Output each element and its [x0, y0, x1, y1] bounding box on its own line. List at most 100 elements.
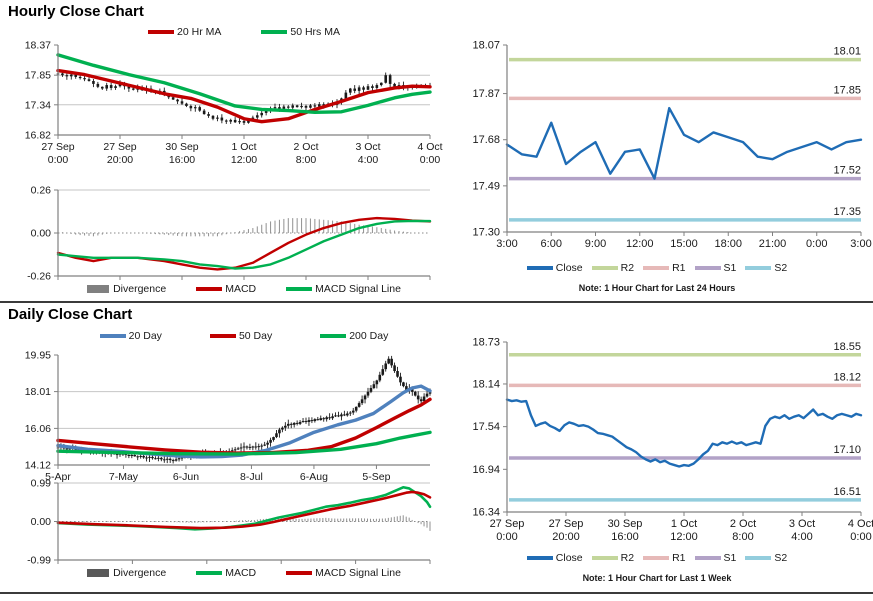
x-tick-label: 0:00 — [496, 531, 517, 543]
legend-item-r2: R2 — [591, 552, 635, 564]
legend-item-200-day: 200 Day — [320, 330, 388, 342]
x-tick-label: 8:00 — [296, 154, 317, 166]
legend-item-r1: R1 — [643, 552, 686, 564]
y-tick-label: 0.99 — [31, 478, 52, 490]
legend-label: MACD Signal Line — [315, 283, 401, 295]
legend-label: R1 — [672, 262, 686, 274]
weekly-pivot-legend: Close R2 R1 S1 S2 — [477, 551, 837, 565]
legend-swatch-macd — [196, 571, 223, 575]
x-tick-label: 1 Oct — [231, 141, 256, 153]
x-tick-label: 12:00 — [626, 238, 654, 250]
x-tick-label: 3:00 — [850, 238, 871, 250]
x-tick-label: 2 Oct — [293, 141, 318, 153]
legend-item-r2: R2 — [591, 262, 635, 274]
x-tick-label: 16:00 — [169, 154, 195, 166]
candles-group — [56, 70, 432, 125]
legend-item-50-day: 50 Day — [209, 330, 273, 342]
x-tick-label: 4:00 — [358, 154, 379, 166]
legend-swatch-divergence — [87, 285, 110, 293]
x-tick-label: 0:00 — [850, 531, 871, 543]
legend-swatch-s2 — [745, 556, 772, 560]
macd-signal-line-line — [56, 490, 432, 530]
daily-price-chart: 19.95 18.01 16.06 14.125-Apr 7-May 6-Jun 8-Jul… — [25, 350, 432, 483]
x-tick-label: 8:00 — [732, 531, 753, 543]
y-tick-label: 17.34 — [25, 99, 51, 111]
legend-swatch-20-day — [99, 334, 126, 338]
legend-item-close: Close — [526, 552, 583, 564]
legend-swatch-macd — [196, 287, 223, 291]
y-tick-label: 18.07 — [472, 40, 500, 52]
hourly-macd-chart: 0.26 0.00 -0.26 — [27, 185, 432, 283]
pivot-value-r1: 17.85 — [833, 84, 861, 96]
legend-item-s2: S2 — [745, 262, 787, 274]
legend-item-s1: S1 — [694, 552, 737, 564]
x-tick-label: 0:00 — [806, 238, 827, 250]
x-tick-label: 6:00 — [541, 238, 562, 250]
hourly-pivot-note: Note: 1 Hour Chart for Last 24 Hours — [578, 283, 736, 293]
legend-swatch-r1 — [643, 556, 670, 560]
y-tick-label: 16.06 — [25, 423, 51, 435]
legend-label: R1 — [672, 552, 686, 564]
y-tick-label: 17.87 — [472, 88, 500, 100]
x-tick-label: 1 Oct — [671, 518, 697, 530]
y-tick-label: 0.00 — [31, 228, 52, 240]
legend-label: Close — [555, 552, 583, 564]
legend-swatch-close — [526, 266, 553, 270]
legend-label: S1 — [723, 552, 737, 564]
x-tick-label: 8-Jul — [240, 471, 263, 483]
x-tick-label: 27 Sep — [41, 141, 74, 153]
y-tick-label: 16.82 — [25, 130, 51, 142]
legend-item-macd: MACD — [196, 567, 256, 579]
pivot-value-s2: 17.35 — [833, 206, 861, 218]
legend-item-20-day: 20 Day — [99, 330, 162, 342]
legend-swatch-r2 — [591, 556, 618, 560]
legend-item-50-hrs-ma: 50 Hrs MA — [261, 26, 340, 38]
x-tick-label: 4 Oct — [848, 518, 873, 530]
legend-swatch-s2 — [745, 266, 772, 270]
y-tick-label: -0.26 — [27, 271, 51, 283]
x-tick-label: 3 Oct — [355, 141, 380, 153]
y-tick-label: 18.01 — [25, 386, 51, 398]
legend-swatch-divergence — [87, 569, 110, 577]
y-tick-label: 17.68 — [472, 134, 500, 146]
x-tick-label: 27 Sep — [103, 141, 136, 153]
legend-label: Divergence — [113, 567, 167, 579]
legend-label: 20 Hr MA — [177, 26, 222, 38]
y-tick-label: 0.00 — [31, 516, 52, 528]
y-tick-label: 18.14 — [472, 378, 500, 390]
weekly-pivot-note: Note: 1 Hour Chart for Last 1 Week — [582, 573, 732, 583]
legend-label: 20 Day — [128, 330, 162, 342]
legend-label: 200 Day — [349, 330, 389, 342]
x-tick-label: 16:00 — [611, 531, 639, 543]
legend-item-s1: S1 — [694, 262, 736, 274]
x-tick-label: 12:00 — [231, 154, 257, 166]
y-tick-label: 18.73 — [472, 337, 500, 349]
divergence-bars — [57, 218, 409, 237]
legend-item-divergence: Divergence — [87, 283, 166, 295]
x-tick-label: 30 Sep — [165, 141, 198, 153]
legend-label: R2 — [620, 262, 635, 274]
y-tick-label: 17.54 — [472, 421, 500, 433]
divergence-bars — [57, 515, 431, 531]
legend-label: R2 — [620, 552, 635, 564]
x-tick-label: 0:00 — [420, 154, 441, 166]
legend-label: S2 — [774, 552, 788, 564]
x-tick-label: 2 Oct — [730, 518, 756, 530]
y-tick-label: 14.12 — [25, 460, 51, 472]
legend-label: 50 Day — [238, 330, 273, 342]
legend-label: Close — [555, 262, 583, 274]
y-tick-label: -0.99 — [27, 555, 51, 567]
legend-swatch-r1 — [643, 266, 670, 270]
20-hr-ma-line — [56, 68, 432, 124]
legend-item-macd: MACD — [196, 283, 256, 295]
legend-swatch-50-day — [209, 334, 236, 338]
legend-item-macd-signal-line: MACD Signal Line — [286, 567, 401, 579]
section-divider — [0, 301, 873, 303]
legend-swatch-200-day — [320, 334, 347, 338]
y-tick-label: 17.49 — [472, 180, 500, 192]
x-tick-label: 27 Sep — [549, 518, 584, 530]
legend-swatch-macd-signal-line — [286, 571, 313, 575]
macd-line — [56, 485, 432, 531]
x-tick-label: 7-May — [109, 471, 139, 483]
